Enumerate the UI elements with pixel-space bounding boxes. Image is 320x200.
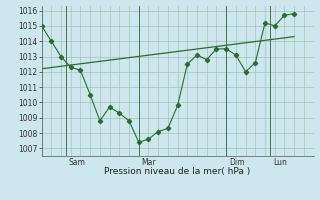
Text: Sam: Sam (69, 158, 86, 167)
Text: Mar: Mar (142, 158, 156, 167)
X-axis label: Pression niveau de la mer( hPa ): Pression niveau de la mer( hPa ) (104, 167, 251, 176)
Text: Lun: Lun (273, 158, 287, 167)
Text: Dim: Dim (229, 158, 244, 167)
